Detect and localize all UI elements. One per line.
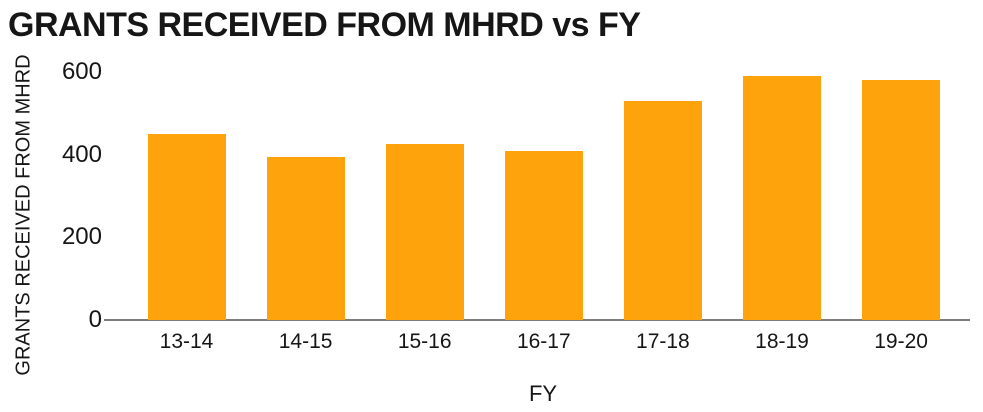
x-tick-label: 17-18: [636, 330, 690, 353]
y-tick-label: 400: [61, 140, 102, 168]
x-axis-title: FY: [528, 381, 558, 406]
y-tick-label: 600: [61, 58, 102, 85]
y-tick-label: 200: [61, 223, 102, 251]
x-tick-label: 19-20: [874, 330, 928, 353]
x-tick-label: 18-19: [755, 330, 809, 353]
bar-14-15: [266, 156, 345, 320]
y-tick-label: 0: [88, 306, 102, 333]
bar-17-18: [623, 100, 702, 320]
x-axis-line: [104, 319, 970, 321]
bar-18-19: [743, 76, 821, 320]
x-tick-label: 15-16: [397, 330, 452, 353]
bar-19-20: [862, 80, 941, 320]
chart-title: GRANTS RECEIVED FROM MHRD vs FY: [8, 6, 641, 44]
bar-13-14: [147, 134, 226, 320]
x-tick-label: 14-15: [278, 330, 333, 353]
bar-15-16: [385, 144, 464, 320]
x-tick-label: 16-17: [516, 330, 571, 353]
x-tick-label: 13-14: [159, 330, 214, 353]
bar-16-17: [504, 150, 583, 320]
